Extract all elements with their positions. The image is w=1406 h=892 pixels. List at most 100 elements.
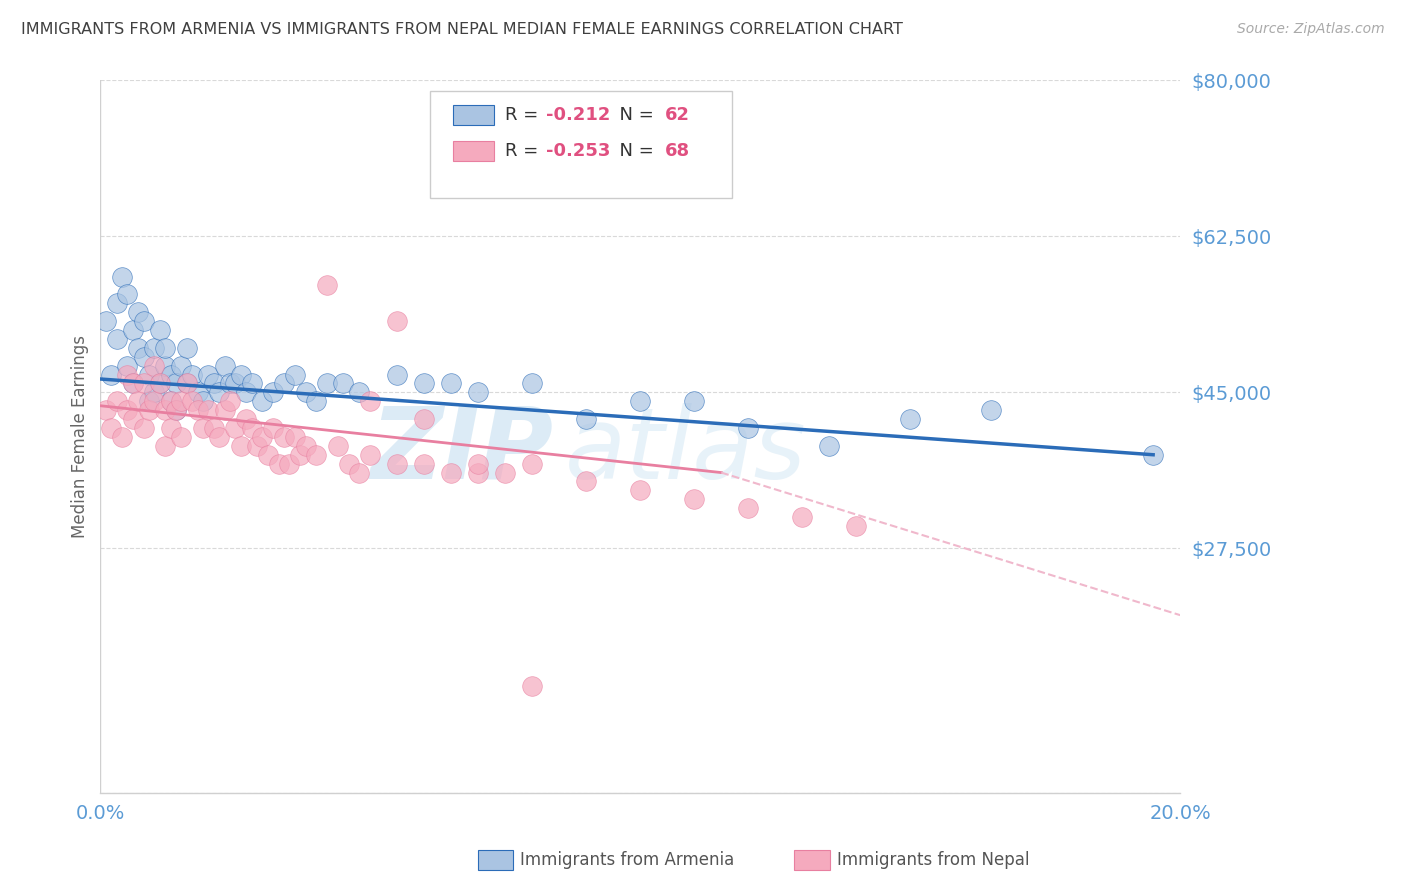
Point: [252, 394, 274, 409]
Point: [387, 314, 409, 328]
Point: [349, 385, 371, 400]
Point: [214, 359, 236, 373]
Point: [413, 412, 436, 426]
Point: [138, 368, 160, 382]
Text: N =: N =: [607, 106, 659, 124]
Point: [359, 394, 381, 409]
Point: [138, 394, 160, 409]
Point: [1142, 448, 1164, 462]
Point: [170, 430, 193, 444]
Point: [197, 368, 219, 382]
Point: [191, 421, 214, 435]
Point: [818, 439, 841, 453]
Point: [467, 466, 489, 480]
Point: [153, 341, 176, 355]
Point: [127, 341, 149, 355]
Point: [337, 457, 360, 471]
Text: ZIP: ZIP: [371, 402, 554, 500]
Point: [284, 368, 307, 382]
Text: Immigrants from Nepal: Immigrants from Nepal: [837, 851, 1029, 869]
Point: [121, 376, 143, 391]
Point: [159, 394, 181, 409]
Point: [683, 492, 706, 507]
Point: [413, 376, 436, 391]
Point: [170, 394, 193, 409]
Point: [467, 385, 489, 400]
Point: [143, 341, 166, 355]
Point: [117, 403, 139, 417]
Point: [117, 368, 139, 382]
Point: [214, 403, 236, 417]
Text: 68: 68: [665, 142, 690, 160]
Point: [186, 385, 208, 400]
Point: [149, 376, 172, 391]
Point: [305, 448, 328, 462]
Point: [132, 350, 155, 364]
Point: [252, 430, 274, 444]
Point: [143, 359, 166, 373]
Point: [240, 421, 263, 435]
Point: [132, 376, 155, 391]
Point: [181, 368, 204, 382]
Point: [494, 466, 516, 480]
Point: [165, 403, 187, 417]
Point: [111, 269, 134, 284]
Point: [262, 385, 284, 400]
Text: N =: N =: [607, 142, 659, 160]
Point: [149, 376, 172, 391]
Point: [316, 278, 339, 293]
Point: [224, 421, 246, 435]
Point: [121, 412, 143, 426]
Point: [149, 323, 172, 337]
Point: [121, 323, 143, 337]
Point: [273, 430, 295, 444]
Point: [153, 403, 176, 417]
Point: [186, 403, 208, 417]
Point: [127, 305, 149, 319]
Point: [792, 510, 814, 524]
Point: [94, 403, 117, 417]
Point: [440, 376, 463, 391]
Point: [628, 483, 651, 498]
Point: [273, 376, 295, 391]
Point: [845, 519, 868, 533]
Point: [898, 412, 921, 426]
Point: [208, 430, 231, 444]
Point: [100, 368, 122, 382]
Point: [359, 448, 381, 462]
Point: [316, 376, 339, 391]
Point: [628, 394, 651, 409]
Point: [522, 680, 544, 694]
Point: [165, 403, 187, 417]
Point: [143, 394, 166, 409]
Point: [387, 457, 409, 471]
Point: [575, 412, 598, 426]
Text: IMMIGRANTS FROM ARMENIA VS IMMIGRANTS FROM NEPAL MEDIAN FEMALE EARNINGS CORRELAT: IMMIGRANTS FROM ARMENIA VS IMMIGRANTS FR…: [21, 22, 903, 37]
Point: [246, 439, 269, 453]
Point: [191, 394, 214, 409]
Point: [170, 359, 193, 373]
Point: [349, 466, 371, 480]
Point: [278, 457, 301, 471]
Point: [240, 376, 263, 391]
Point: [413, 457, 436, 471]
Point: [980, 403, 1002, 417]
Point: [332, 376, 354, 391]
Point: [467, 457, 489, 471]
Point: [176, 376, 198, 391]
Point: [105, 394, 128, 409]
Point: [294, 385, 316, 400]
Point: [267, 457, 290, 471]
Text: atlas: atlas: [565, 402, 806, 500]
Point: [117, 359, 139, 373]
Point: [288, 448, 311, 462]
Point: [737, 421, 759, 435]
Point: [575, 475, 598, 489]
Text: Source: ZipAtlas.com: Source: ZipAtlas.com: [1237, 22, 1385, 37]
Point: [522, 376, 544, 391]
Point: [138, 403, 160, 417]
Point: [224, 376, 246, 391]
Point: [111, 430, 134, 444]
Point: [132, 314, 155, 328]
Point: [229, 439, 252, 453]
